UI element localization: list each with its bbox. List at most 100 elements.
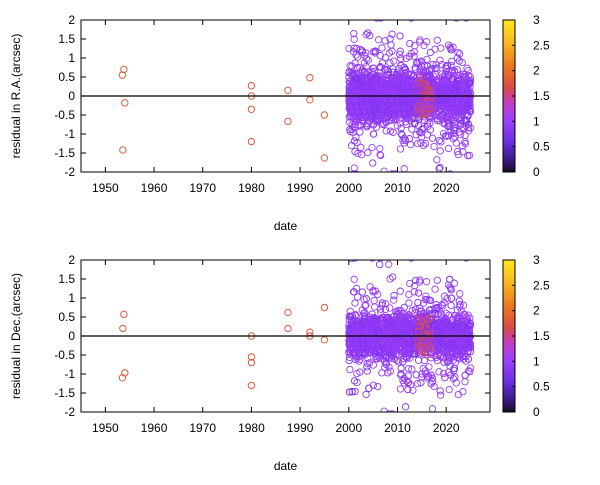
data-point (369, 159, 377, 167)
y-axis-label: residual in R.A.(arcsec) (9, 34, 23, 159)
data-point (394, 109, 402, 117)
data-point (406, 39, 414, 48)
colorbar-tick-label: 2 (533, 64, 540, 78)
data-point (391, 343, 399, 352)
data-point (417, 68, 425, 76)
y-tick-label: 0 (68, 329, 75, 343)
data-point (444, 354, 452, 363)
data-point (446, 170, 454, 172)
data-point (371, 74, 380, 83)
data-point (405, 299, 413, 307)
data-point (426, 105, 435, 113)
data-point (354, 72, 362, 80)
data-point (456, 50, 464, 58)
data-point (388, 327, 396, 335)
data-point (425, 314, 433, 323)
data-point (437, 44, 445, 52)
data-point (421, 80, 430, 89)
data-point (356, 128, 364, 136)
data-point (401, 337, 410, 345)
data-point (369, 361, 378, 369)
data-point (440, 299, 448, 307)
data-point (419, 364, 427, 373)
data-point (363, 363, 371, 371)
data-point (320, 303, 329, 312)
data-point (358, 66, 366, 74)
data-point (247, 353, 256, 361)
data-point (375, 260, 384, 269)
data-point (367, 346, 376, 354)
data-point (387, 96, 395, 104)
data-point (353, 64, 362, 72)
data-point (458, 321, 466, 329)
data-point (409, 98, 418, 107)
x-tick-label: 1950 (92, 181, 119, 195)
data-point (352, 170, 359, 172)
data-point (352, 44, 361, 53)
data-point (465, 151, 474, 160)
data-point (413, 98, 421, 106)
x-tick-label: 2020 (433, 181, 460, 195)
data-point (439, 324, 447, 332)
x-tick-label: 1990 (287, 421, 314, 435)
data-point (371, 47, 379, 55)
data-point (350, 44, 358, 52)
data-point (396, 32, 404, 40)
data-point (380, 167, 388, 172)
data-point (452, 103, 461, 111)
y-tick-label: 1 (68, 51, 75, 65)
data-point (422, 278, 431, 286)
y-tick-label: -0.5 (54, 108, 75, 122)
data-point (404, 378, 412, 387)
data-point (449, 374, 458, 383)
data-point (430, 328, 438, 336)
data-point (387, 354, 396, 362)
data-point (350, 137, 359, 145)
x-tick-label: 1970 (189, 421, 216, 435)
data-point (404, 311, 413, 319)
data-point (461, 70, 469, 79)
data-point (453, 77, 462, 85)
data-point (448, 340, 456, 348)
data-point (444, 281, 453, 289)
data-point (363, 346, 372, 354)
data-point (447, 328, 455, 336)
x-tick-label: 1980 (238, 421, 265, 435)
data-point (367, 82, 375, 90)
data-point (378, 369, 386, 377)
data-point (350, 29, 358, 38)
data-point (411, 114, 419, 122)
data-point (380, 351, 388, 359)
data-point (376, 94, 385, 102)
data-point (441, 374, 449, 382)
data-point (387, 344, 395, 352)
x-tick-label: 1960 (141, 421, 168, 435)
data-point (378, 44, 386, 52)
data-point (444, 144, 453, 153)
data-point (366, 32, 374, 40)
y-tick-label: -1 (64, 127, 75, 141)
data-point (351, 311, 360, 319)
colorbar-tick-label: 2 (533, 304, 540, 318)
data-point (373, 20, 380, 22)
data-point (361, 308, 369, 317)
data-point (362, 55, 371, 63)
data-point (388, 170, 396, 172)
data-point (450, 364, 459, 372)
data-point (429, 96, 437, 105)
data-point (451, 373, 459, 381)
data-point (455, 297, 463, 305)
x-tick-label: 2010 (384, 421, 411, 435)
data-point (369, 108, 377, 116)
data-point (363, 367, 371, 375)
colorbar-tick-label: 3 (533, 253, 540, 267)
data-point (453, 353, 462, 362)
data-point (397, 61, 405, 69)
data-point (455, 93, 463, 102)
data-point (413, 379, 422, 388)
y-tick-label: 1.5 (58, 272, 75, 286)
data-point (393, 323, 402, 331)
data-points (118, 260, 475, 412)
y-tick-label: 0.5 (58, 310, 75, 324)
